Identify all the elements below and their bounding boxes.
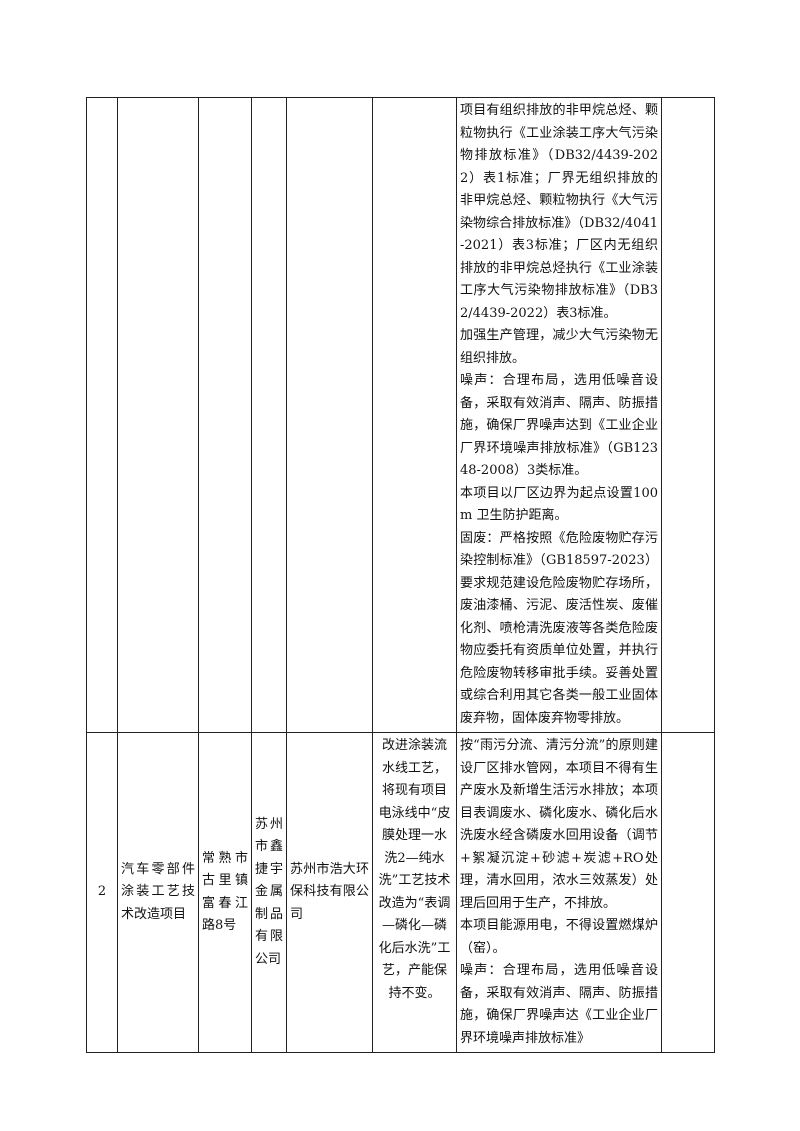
company-cell bbox=[251, 97, 287, 733]
measures-paragraph: 本项目以厂区边界为起点设置100m 卫生防护距离。 bbox=[460, 485, 658, 524]
measures-paragraph: 固废：严格按照《危险废物贮存污染控制标准》（GB18597-2023）要求规范建… bbox=[460, 530, 658, 726]
evaluator-cell: 苏州市浩大环保科技有限公司 bbox=[286, 732, 373, 1053]
address-cell: 常熟市古里镇富春江路8号 bbox=[198, 732, 252, 1053]
project-table: 项目有组织排放的非甲烷总烃、颗粒物执行《工业涂装工序大气污染物排放标准》（DB3… bbox=[86, 97, 715, 1053]
row-number-cell bbox=[86, 97, 118, 733]
address-cell bbox=[198, 97, 252, 733]
company-cell: 苏州市鑫捷宇金属制品有限公司 bbox=[251, 732, 287, 1053]
table-body: 项目有组织排放的非甲烷总烃、颗粒物执行《工业涂装工序大气污染物排放标准》（DB3… bbox=[86, 97, 715, 1053]
project-name-cell: 汽车零部件涂装工艺技术改造项目 bbox=[117, 732, 199, 1053]
measures-paragraph: 噪声：合理布局，选用低噪音设备，采取有效消声、隔声、防振措施，确保厂界噪声达《工… bbox=[460, 963, 658, 1046]
table-row: 2 汽车零部件涂装工艺技术改造项目 常熟市古里镇富春江路8号 苏州市鑫捷宇金属制品有限… bbox=[86, 732, 715, 1053]
measures-paragraph: 加强生产管理，减少大气污染物无组织排放。 bbox=[460, 328, 658, 366]
measures-cell: 按“雨污分流、清污分流”的原则建设厂区排水管网，本项目不得有生产废水及新增生活污… bbox=[456, 732, 662, 1053]
remarks-cell bbox=[661, 97, 715, 733]
measures-paragraph: 按“雨污分流、清污分流”的原则建设厂区排水管网，本项目不得有生产废水及新增生活污… bbox=[460, 738, 658, 911]
evaluator-cell bbox=[286, 97, 373, 733]
measures-paragraph: 本项目能源用电，不得设置燃煤炉（窑）。 bbox=[460, 918, 658, 956]
project-content-cell: 改进涂装流水线工艺，将现有项目电泳线中“皮膜处理一水洗2—纯水洗”工艺技术改造为… bbox=[372, 732, 457, 1053]
measures-cell: 项目有组织排放的非甲烷总烃、颗粒物执行《工业涂装工序大气污染物排放标准》（DB3… bbox=[456, 97, 662, 733]
table-row: 项目有组织排放的非甲烷总烃、颗粒物执行《工业涂装工序大气污染物排放标准》（DB3… bbox=[86, 97, 715, 733]
measures-paragraph: 项目有组织排放的非甲烷总烃、颗粒物执行《工业涂装工序大气污染物排放标准》（DB3… bbox=[460, 103, 658, 321]
remarks-cell bbox=[661, 732, 715, 1053]
measures-paragraph: 噪声：合理布局，选用低噪音设备，采取有效消声、隔声、防振措施，确保厂界噪声达到《… bbox=[460, 373, 658, 478]
project-name-cell bbox=[117, 97, 199, 733]
row-number-cell: 2 bbox=[86, 732, 118, 1053]
project-content-cell bbox=[372, 97, 457, 733]
